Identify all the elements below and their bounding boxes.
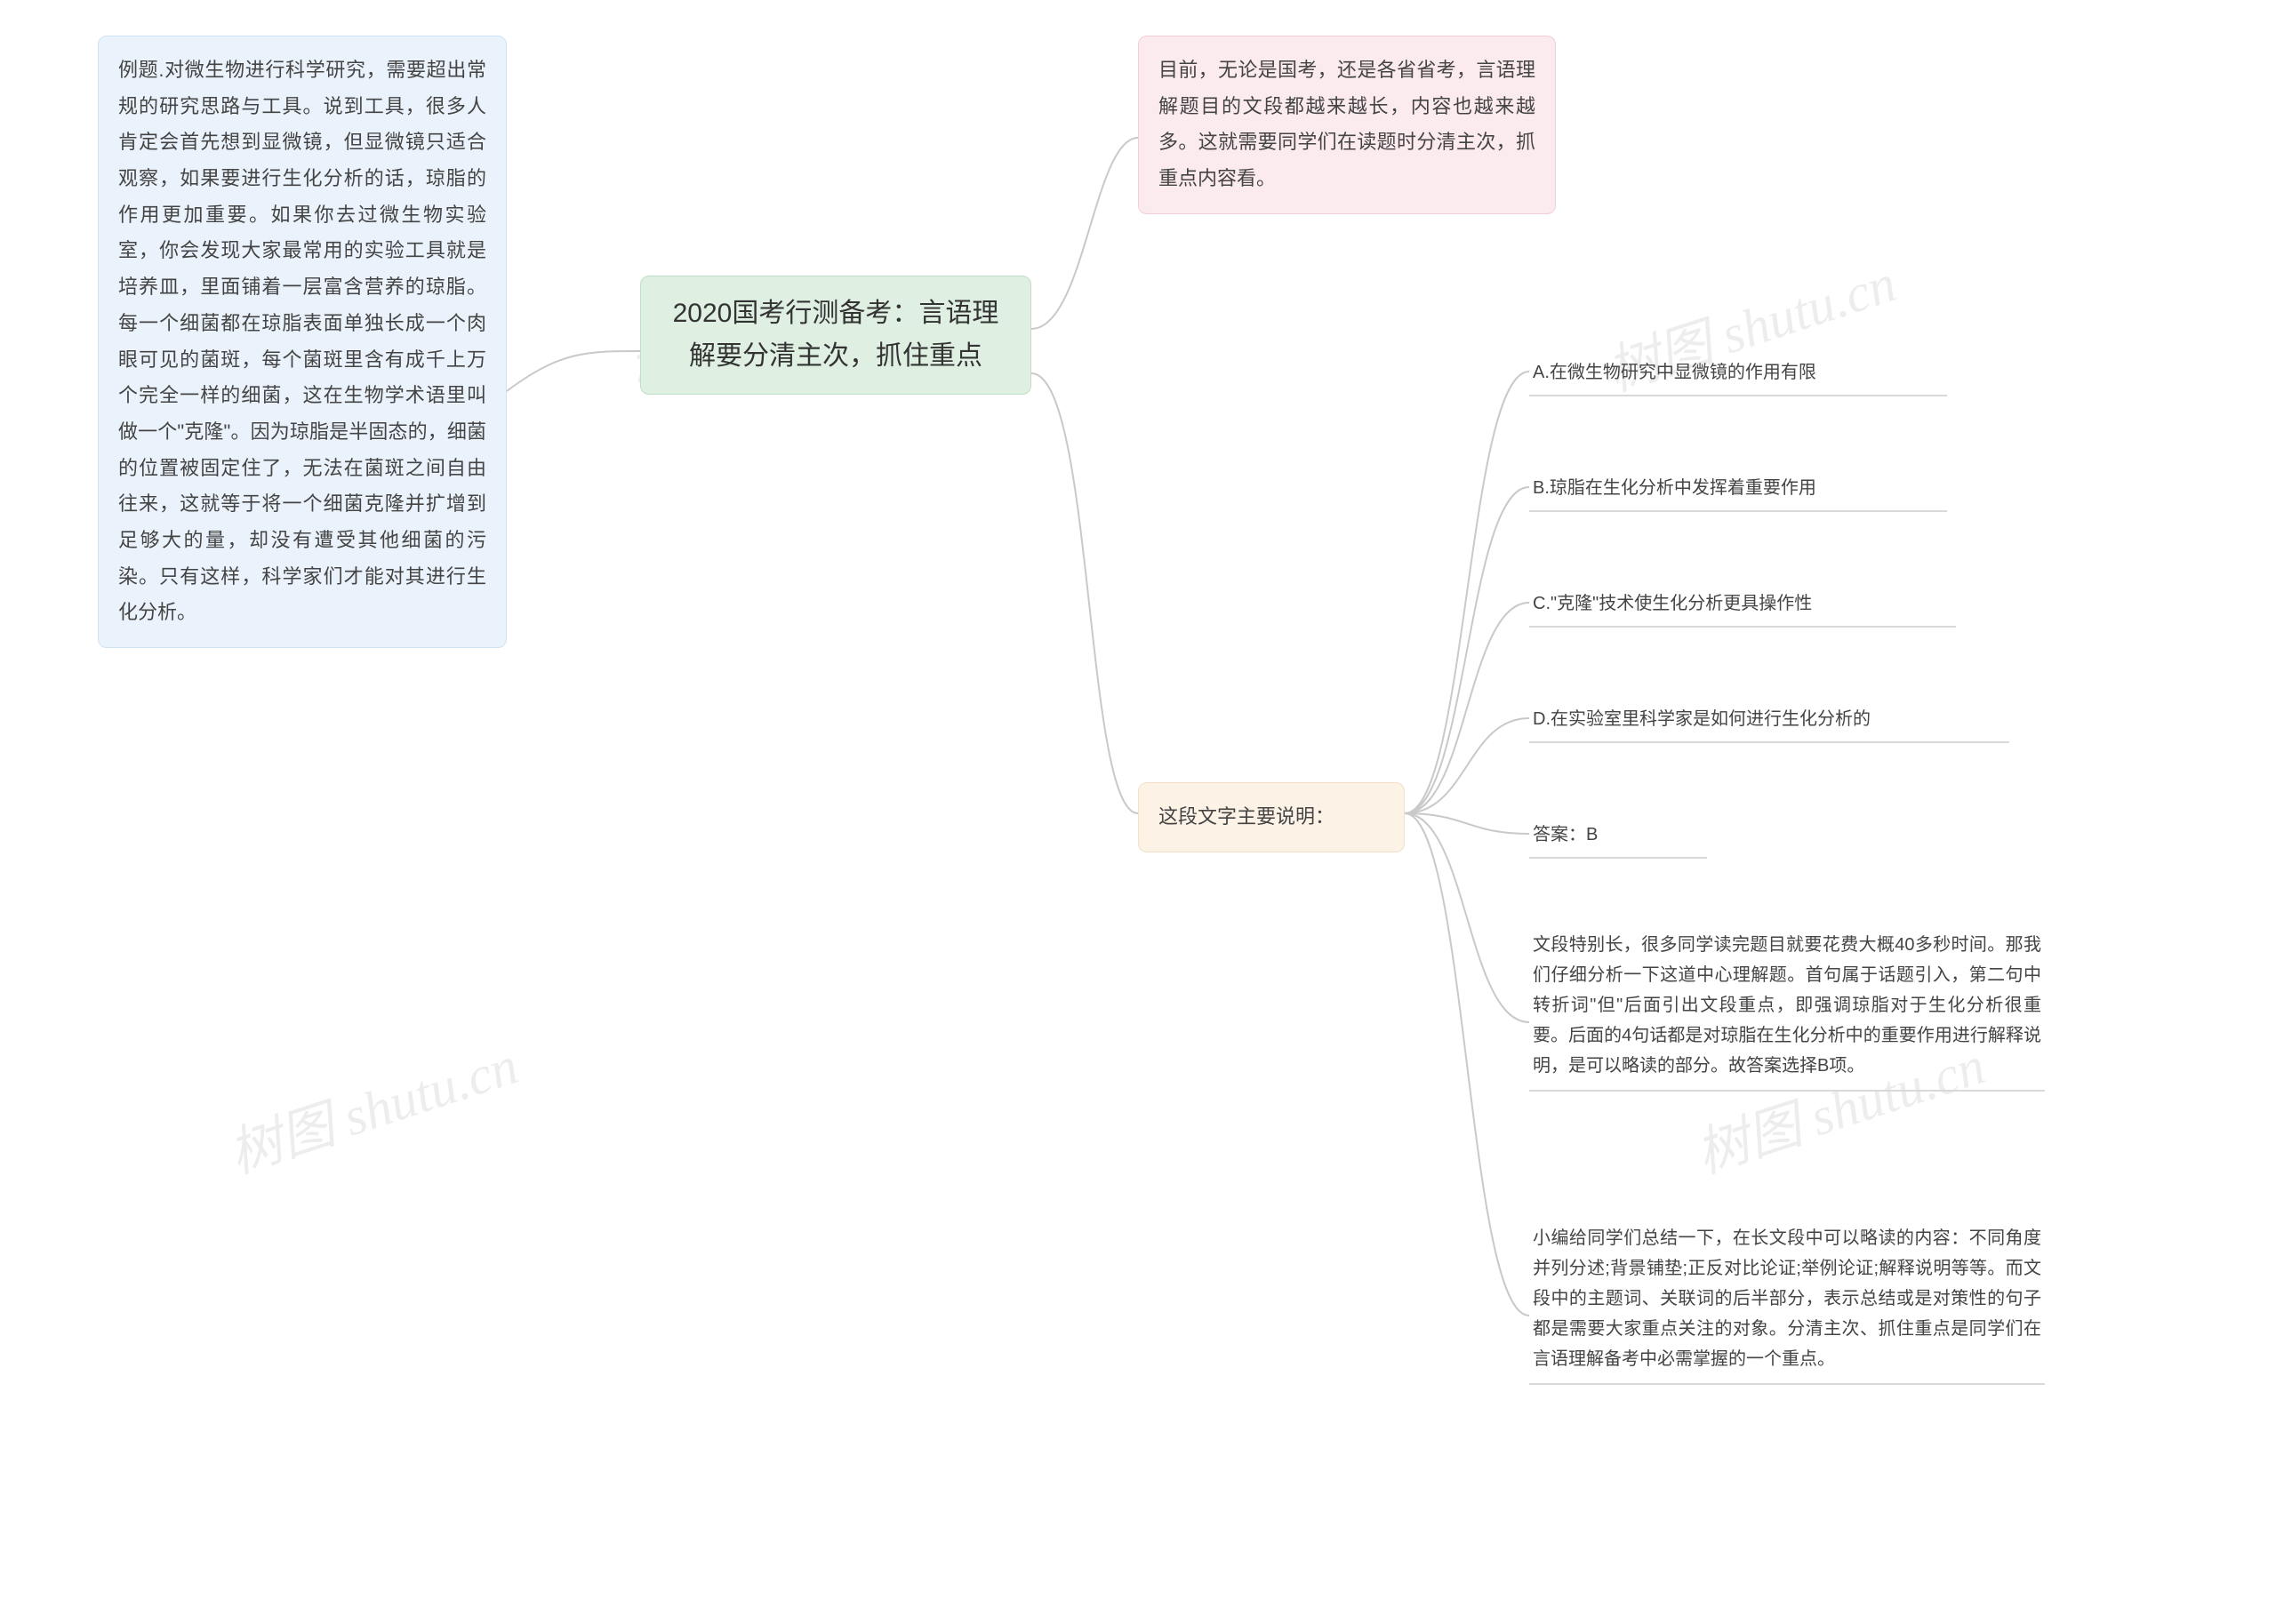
leaf-explain-1[interactable]: 文段特别长，很多同学读完题目就要花费大概40多秒时间。那我们仔细分析一下这道中心… — [1529, 924, 2045, 1092]
leaf-explain-2[interactable]: 小编给同学们总结一下，在长文段中可以略读的内容：不同角度并列分述;背景铺垫;正反… — [1529, 1218, 2045, 1385]
leaf-option-d[interactable]: D.在实验室里科学家是如何进行生化分析的 — [1529, 700, 2009, 743]
leaf-option-a[interactable]: A.在微生物研究中显微镜的作用有限 — [1529, 354, 1947, 396]
example-node[interactable]: 例题.对微生物进行科学研究，需要超出常规的研究思路与工具。说到工具，很多人肯定会… — [98, 36, 507, 648]
leaf-option-b[interactable]: B.琼脂在生化分析中发挥着重要作用 — [1529, 469, 1947, 512]
intro-node[interactable]: 目前，无论是国考，还是各省省考，言语理解题目的文段都越来越长，内容也越来越多。这… — [1138, 36, 1556, 214]
watermark: 树图 shutu.cn — [218, 1022, 526, 1188]
branch-node[interactable]: 这段文字主要说明： — [1138, 782, 1405, 852]
leaf-answer[interactable]: 答案：B — [1529, 816, 1707, 859]
center-node[interactable]: 2020国考行测备考：言语理解要分清主次，抓住重点 — [640, 276, 1031, 395]
leaf-option-c[interactable]: C."克隆"技术使生化分析更具操作性 — [1529, 585, 1956, 628]
